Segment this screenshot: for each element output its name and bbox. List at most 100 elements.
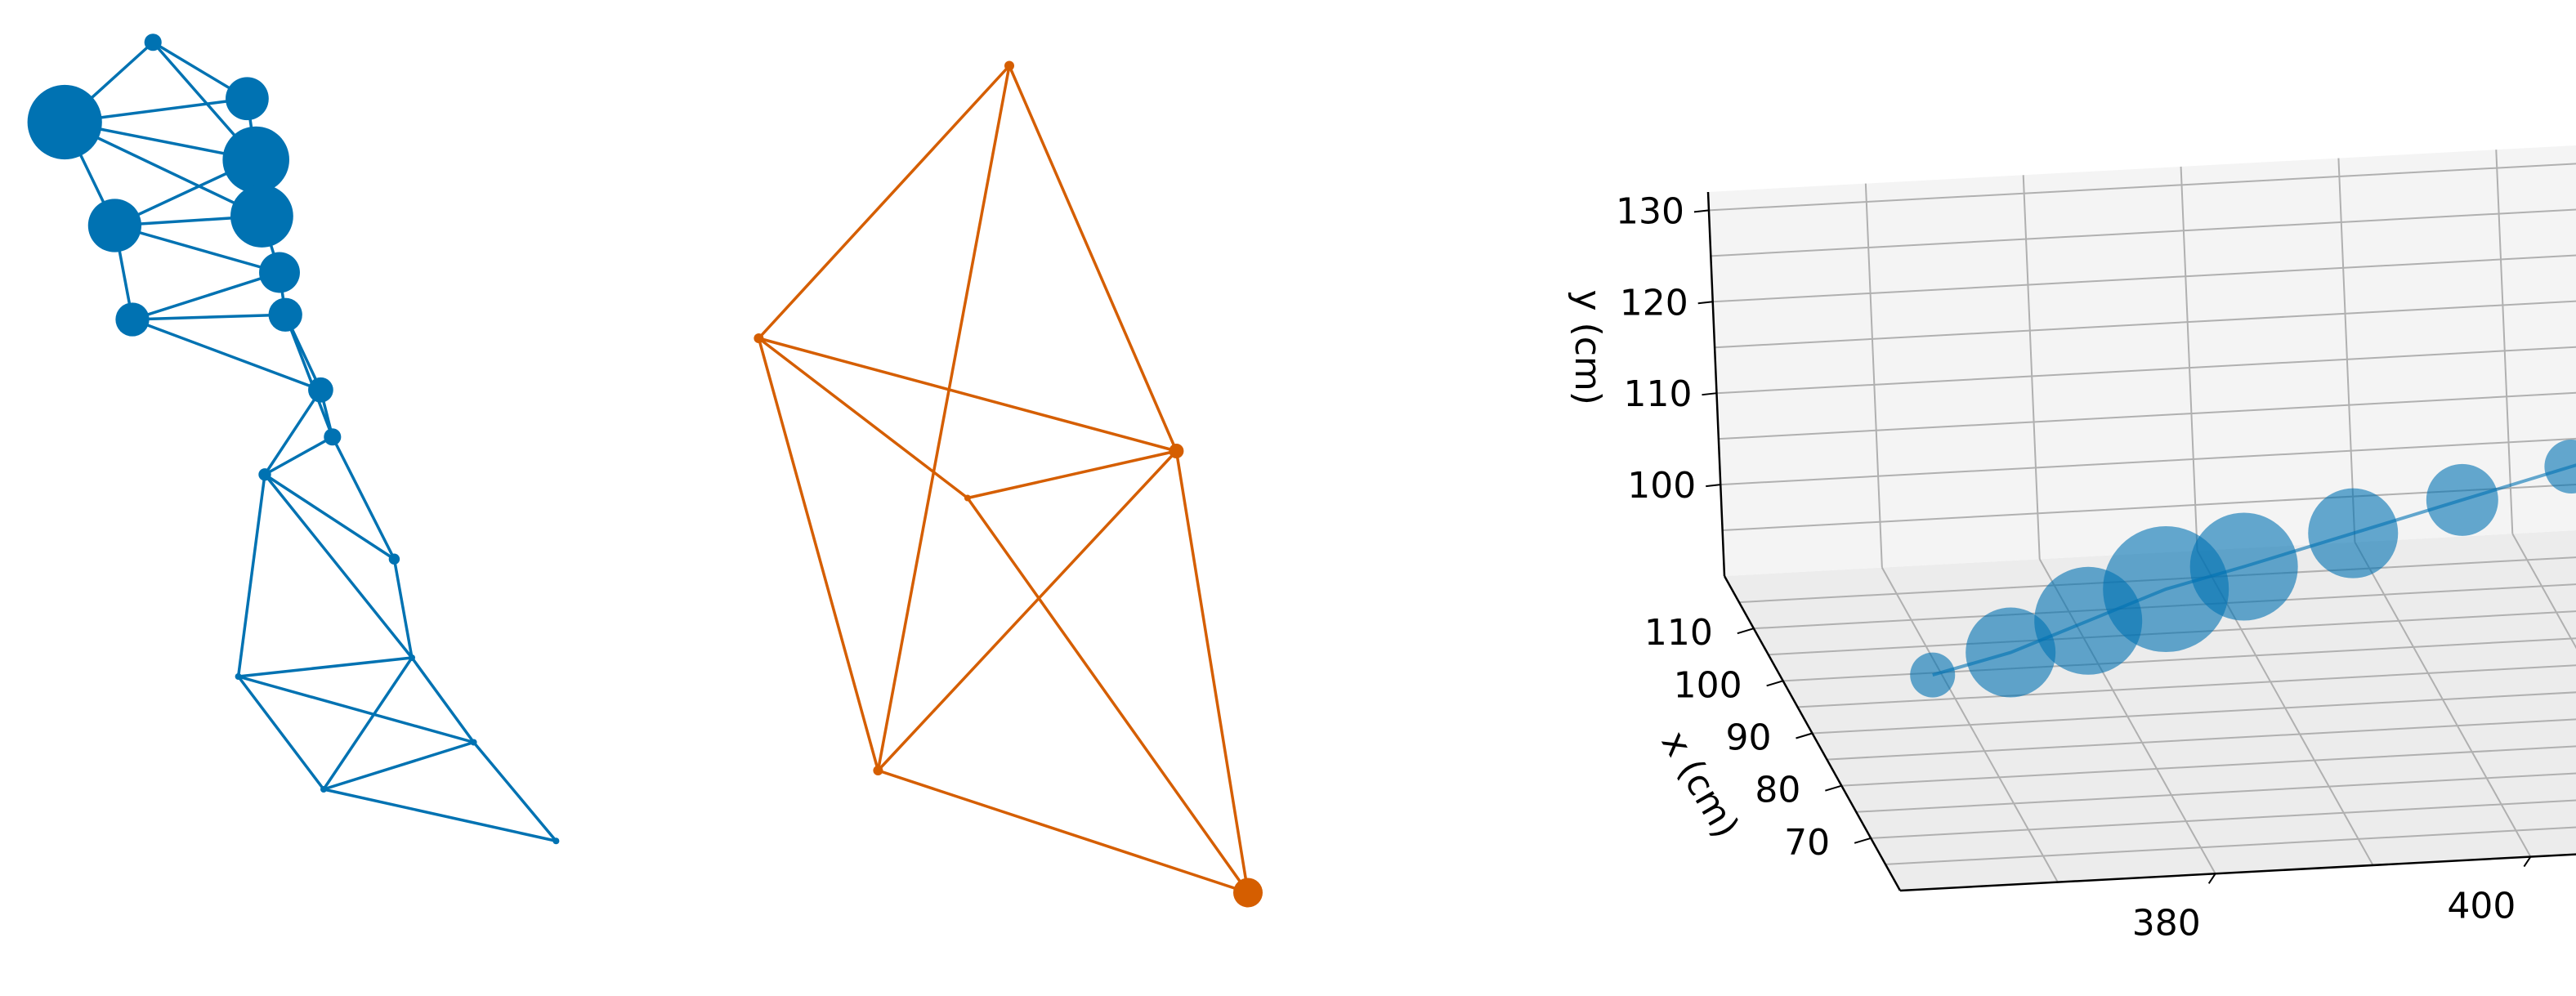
network-node <box>754 333 764 343</box>
network-node <box>470 739 477 746</box>
network-node <box>552 837 560 845</box>
gridline <box>1782 637 2576 682</box>
gridline <box>1712 254 2576 303</box>
network-node <box>964 494 971 502</box>
network-edge <box>263 473 414 659</box>
network-edge <box>877 449 1178 772</box>
3d-gridlines <box>1708 150 2576 883</box>
right-3d-panel: 3804004204404604807080901001101001101201… <box>1567 145 2576 944</box>
network-node <box>259 252 300 293</box>
network-edge <box>238 656 413 678</box>
back-pane <box>1708 145 2576 576</box>
x-tick-label: 90 <box>1726 717 1772 759</box>
network-node <box>388 553 400 565</box>
network-edge <box>757 337 880 771</box>
x-tick-label: 70 <box>1784 822 1830 864</box>
network-edge <box>876 65 1011 771</box>
x-tick <box>1737 628 1755 635</box>
x-tick <box>1766 680 1783 687</box>
series-point <box>2544 440 2576 494</box>
gridline <box>1711 208 2576 257</box>
gridline <box>1720 437 2576 486</box>
3d-tick-labels: 3804004204404604807080901001101001101201… <box>1616 190 2532 944</box>
network-edge <box>238 675 475 744</box>
gridline <box>1708 163 2576 212</box>
network-edge <box>132 318 322 391</box>
network-edge <box>410 656 476 744</box>
gridline <box>1841 745 2576 787</box>
gridline <box>1716 346 2576 395</box>
network-node <box>320 786 327 793</box>
x-tick <box>1825 784 1842 792</box>
network-edge <box>758 337 968 499</box>
network-edge <box>758 65 1011 340</box>
y-tick-label: 110 <box>1623 373 1692 415</box>
network-edge <box>331 435 396 561</box>
y-axis-line <box>1706 191 1726 577</box>
network-node <box>1004 60 1014 71</box>
gridline <box>1715 300 2576 349</box>
y-tick-label: 100 <box>1627 465 1696 507</box>
z-tick-label: 400 <box>2447 886 2516 927</box>
network-node <box>27 84 102 160</box>
3d-panes <box>1708 145 2576 891</box>
x-tick <box>1854 837 1872 844</box>
y-tick <box>1706 484 1721 488</box>
x-tick-label: 100 <box>1674 664 1742 706</box>
z-tick-label: 380 <box>2132 902 2201 944</box>
network-edge <box>132 313 286 321</box>
network-edge <box>114 224 280 275</box>
series-point <box>1966 607 2056 698</box>
middle-network-panel <box>754 60 1263 908</box>
network-node <box>258 468 271 481</box>
3d-series <box>1910 440 2576 698</box>
network-edge <box>877 769 1249 895</box>
y-tick <box>1702 392 1717 396</box>
network-node <box>222 126 290 194</box>
left-network-panel <box>27 33 560 845</box>
network-node <box>1169 444 1184 458</box>
network-edge <box>264 473 396 561</box>
network-edge <box>237 675 325 791</box>
gridline <box>1722 483 2576 532</box>
network-edge <box>323 740 475 791</box>
series-point <box>2426 463 2498 536</box>
network-node <box>308 377 333 403</box>
network-node <box>235 673 242 680</box>
floor-pane <box>1724 530 2576 891</box>
network-node <box>230 185 293 248</box>
gridline <box>1718 391 2576 440</box>
series-point <box>1910 652 1956 698</box>
gridline <box>1812 691 2576 735</box>
y-tick <box>1697 301 1713 305</box>
network-edge <box>323 788 557 842</box>
network-edge <box>132 270 280 321</box>
x-tick <box>1796 732 1813 739</box>
gridline <box>1827 718 2576 761</box>
network-edge <box>392 558 414 659</box>
z-axis-label: y (cm) <box>1567 290 1608 405</box>
network-edge <box>967 449 1177 500</box>
network-node <box>873 766 883 775</box>
y-tick-label: 120 <box>1620 282 1688 324</box>
gridline <box>1871 799 2576 839</box>
network-edge <box>284 314 334 438</box>
network-node <box>268 297 302 332</box>
network-edge <box>1008 65 1178 452</box>
z-tick <box>2523 856 2532 868</box>
z-axis-line <box>1899 853 2576 892</box>
network-node <box>115 302 150 337</box>
y-tick-label: 130 <box>1616 190 1684 232</box>
network-edge <box>1174 450 1250 893</box>
network-edge <box>263 389 322 476</box>
z-tick <box>2207 873 2216 884</box>
network-node <box>226 77 269 121</box>
y-tick <box>1693 209 1710 213</box>
network-edge <box>966 497 1250 894</box>
series-point <box>2308 488 2399 578</box>
network-edge <box>236 474 266 677</box>
network-node <box>324 428 342 446</box>
network-edge <box>322 657 414 790</box>
network-node <box>144 33 162 51</box>
